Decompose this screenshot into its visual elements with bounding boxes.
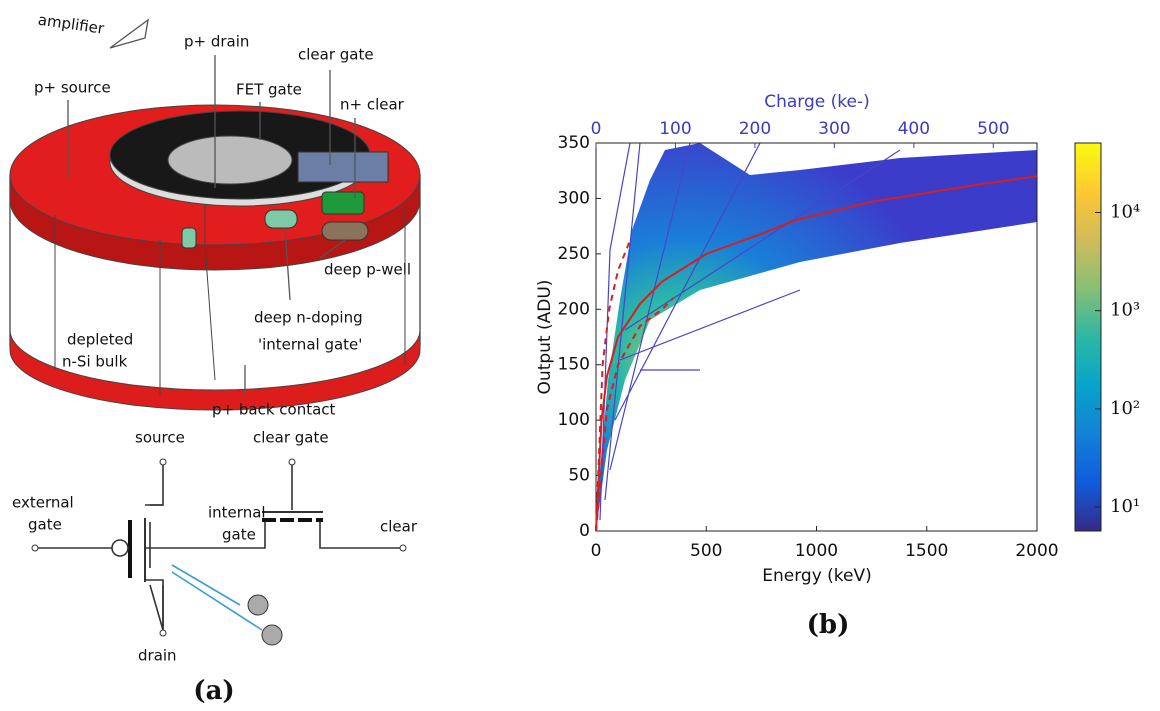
circuit — [31, 458, 407, 646]
colorbar-tick-label: 10¹ — [1110, 496, 1140, 517]
label: gate — [222, 526, 256, 544]
x-axis-label: Energy (keV) — [762, 566, 872, 586]
label: p+ drain — [184, 33, 249, 51]
label: p+ source — [34, 79, 111, 97]
y-tick-label: 350 — [558, 133, 590, 153]
x-tick-label: 1500 — [905, 541, 948, 561]
label: internal — [208, 504, 266, 522]
data-line — [595, 175, 1038, 532]
x-tick-label: 0 — [591, 541, 602, 561]
label: clear gate — [253, 429, 329, 447]
diagram-labels: amplifier p+ drain clear gate p+ source … — [12, 11, 418, 706]
y-axis-label: Output (ADU) — [535, 280, 555, 395]
colorbar-tick-label: 10³ — [1110, 300, 1140, 321]
y-tick-label: 150 — [558, 355, 590, 375]
label: 'internal gate' — [258, 336, 362, 354]
y-tick-label: 0 — [579, 521, 590, 541]
label: gate — [28, 516, 62, 534]
caption: (b) — [807, 610, 850, 640]
y-tick-label: 100 — [558, 410, 590, 430]
device-drawing — [9, 18, 421, 411]
x2-tick-label: 300 — [818, 119, 850, 139]
y-tick-label: 250 — [558, 244, 590, 264]
label: amplifier — [37, 11, 106, 38]
label: FET gate — [236, 81, 302, 99]
colorbar-tick-label: 10² — [1110, 398, 1140, 419]
label: source — [135, 429, 185, 447]
y-tick-label: 50 — [568, 466, 590, 486]
label: n-Si bulk — [62, 353, 128, 371]
density-cloud — [596, 143, 1037, 531]
label: deep p-well — [324, 261, 411, 279]
x2-tick-label: 200 — [739, 119, 771, 139]
label: clear — [380, 518, 418, 536]
label: external — [12, 494, 74, 512]
x-tick-label: 500 — [690, 541, 722, 561]
label: clear gate — [298, 46, 374, 64]
label: depleted — [67, 331, 133, 349]
x2-axis-label: Charge (ke-) — [764, 92, 870, 112]
chart: Energy (keV) Output (ADU) Charge (ke-) (… — [535, 92, 1140, 640]
label: n+ clear — [340, 96, 405, 114]
x-tick-label: 2000 — [1015, 541, 1058, 561]
x2-tick-label: 400 — [898, 119, 930, 139]
caption: (a) — [193, 676, 234, 706]
x2-tick-label: 500 — [977, 119, 1009, 139]
x2-tick-label: 100 — [659, 119, 691, 139]
x-tick-label: 1000 — [795, 541, 838, 561]
data-line — [595, 297, 674, 532]
y-tick-label: 200 — [558, 299, 590, 319]
label: drain — [138, 647, 177, 665]
label: p+ back contact — [212, 401, 336, 419]
data-line — [595, 242, 631, 532]
colorbar-tick-label: 10⁴ — [1110, 201, 1140, 222]
y-tick-label: 300 — [558, 188, 590, 208]
x2-tick-label: 0 — [591, 119, 602, 139]
label: deep n-doping — [254, 309, 363, 327]
colorbar — [1074, 142, 1102, 532]
